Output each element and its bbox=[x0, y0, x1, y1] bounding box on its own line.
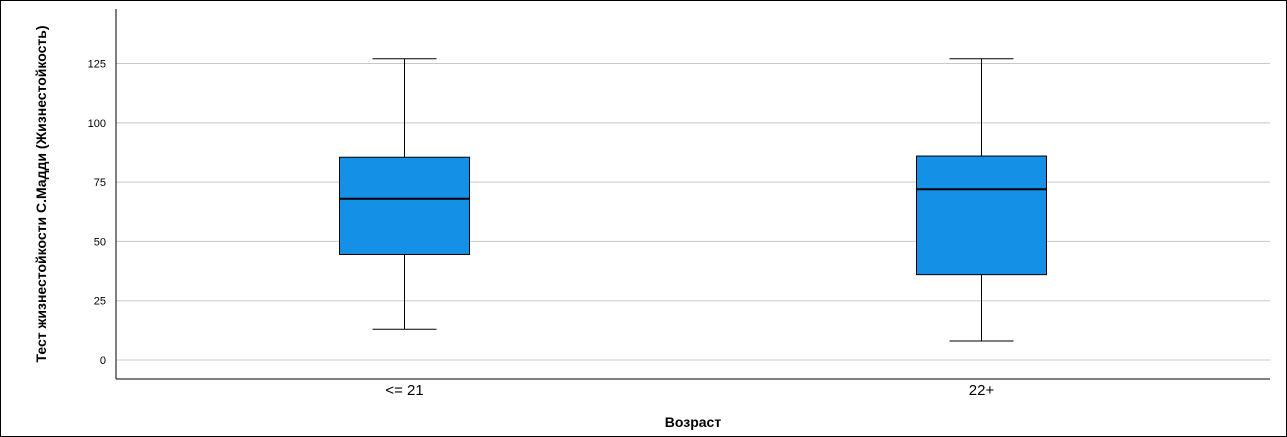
iqr-box bbox=[339, 156, 470, 255]
y-axis-title: Тест жизнестойкости С.Мадди (Жизнестойко… bbox=[33, 25, 49, 362]
x-axis-title: Возраст bbox=[665, 414, 722, 430]
box-group bbox=[339, 58, 470, 330]
gridlines bbox=[116, 63, 1270, 361]
y-tick-label: 25 bbox=[94, 296, 106, 308]
y-tick-label: 125 bbox=[88, 59, 106, 71]
iqr-box bbox=[916, 155, 1047, 276]
y-tick-label: 75 bbox=[94, 177, 106, 189]
y-tick-label: 100 bbox=[88, 118, 106, 130]
y-tick-label: 0 bbox=[100, 355, 106, 367]
y-tick-labels: 0 25 50 75 100 125 bbox=[88, 59, 106, 367]
x-tick-labels: <= 21 22+ bbox=[385, 382, 994, 399]
box-group bbox=[916, 58, 1047, 342]
x-tick-label: 22+ bbox=[969, 382, 995, 399]
y-tick-label: 50 bbox=[94, 236, 106, 248]
axes bbox=[115, 9, 1270, 380]
x-tick-label: <= 21 bbox=[385, 382, 423, 399]
boxes bbox=[339, 58, 1047, 342]
